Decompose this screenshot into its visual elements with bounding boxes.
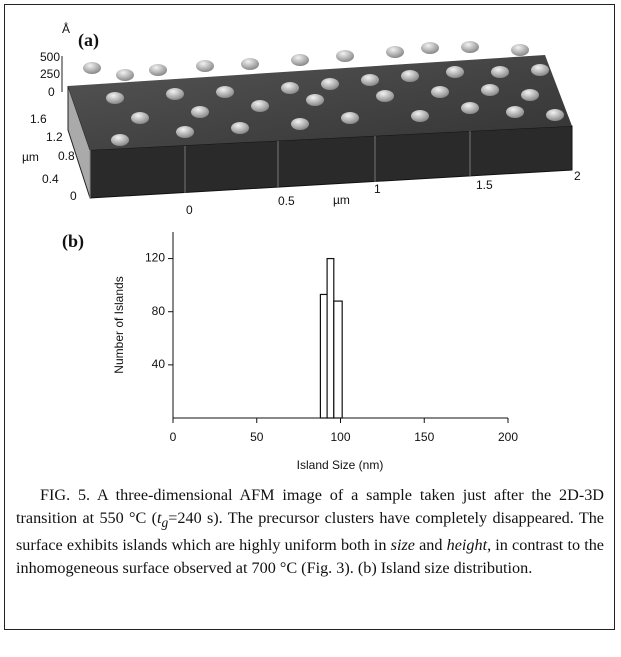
bar xyxy=(326,257,335,419)
caption-text: g xyxy=(161,515,169,531)
island xyxy=(116,69,134,81)
island xyxy=(176,126,194,138)
caption-text: and xyxy=(414,536,447,555)
island xyxy=(166,88,184,100)
panel-label: (b) xyxy=(62,231,84,252)
figure-frame xyxy=(4,4,615,630)
z-tick-label: 0 xyxy=(48,85,55,99)
y-tick-label: 0.8 xyxy=(58,149,75,163)
island xyxy=(546,109,564,121)
island xyxy=(421,42,439,54)
x-tick-label: 0 xyxy=(186,203,193,217)
panel-label: (a) xyxy=(78,30,99,51)
island xyxy=(446,66,464,78)
x-tick-label: 2 xyxy=(574,169,581,183)
island xyxy=(251,100,269,112)
y-tick-label: 0.4 xyxy=(42,172,59,186)
x-tick-label: 200 xyxy=(498,430,518,444)
caption-text: =240 s). The precursor clusters have com… xyxy=(16,509,604,555)
island xyxy=(241,58,259,70)
x-tick-label: 0 xyxy=(170,430,177,444)
island xyxy=(149,64,167,76)
island xyxy=(306,94,324,106)
island xyxy=(106,92,124,104)
y-tick-label: 80 xyxy=(152,304,166,318)
island xyxy=(191,106,209,118)
y-axis-label: µm xyxy=(22,150,39,164)
island xyxy=(281,82,299,94)
island xyxy=(376,90,394,102)
bar xyxy=(333,300,343,419)
island xyxy=(521,89,539,101)
island xyxy=(336,50,354,62)
figure: (a) Å 500 250 0 1.6 1.2 µm 0.8 0.4 0 0 0… xyxy=(22,21,581,472)
x-tick-label: 100 xyxy=(330,430,350,444)
x-tick-label: 0.5 xyxy=(278,194,295,208)
caption-text: FIG. 5. A three-dimensional AFM image of… xyxy=(16,486,604,527)
caption-text: height xyxy=(446,536,488,555)
x-axis-label: µm xyxy=(333,193,350,207)
island xyxy=(83,62,101,74)
island xyxy=(511,44,529,56)
afm-surface xyxy=(61,41,573,199)
island xyxy=(401,70,419,82)
y-tick-label: 0 xyxy=(70,189,77,203)
y-tick-label: 120 xyxy=(145,251,165,265)
y-tick-label: 1.6 xyxy=(30,112,47,126)
island xyxy=(321,78,339,90)
z-tick-label: 250 xyxy=(40,67,60,81)
bar xyxy=(319,293,328,419)
island xyxy=(216,86,234,98)
y-tick-label: 40 xyxy=(152,357,166,371)
x-tick-label: 150 xyxy=(414,430,434,444)
island xyxy=(411,110,429,122)
x-tick-label: 50 xyxy=(250,430,264,444)
island xyxy=(196,60,214,72)
island xyxy=(506,106,524,118)
x-axis-label: Island Size (nm) xyxy=(297,458,384,472)
island xyxy=(461,41,479,53)
z-tick-label: 500 xyxy=(40,50,60,64)
island xyxy=(461,102,479,114)
caption: FIG. 5. A three-dimensional AFM image of… xyxy=(16,484,604,580)
caption-text: t xyxy=(157,509,162,527)
caption-text: , in contrast to the inhomogeneous surfa… xyxy=(16,536,604,578)
y-tick-label: 1.2 xyxy=(46,130,63,144)
island xyxy=(131,112,149,124)
island xyxy=(481,84,499,96)
caption-text: size xyxy=(390,536,415,555)
island xyxy=(291,118,309,130)
island xyxy=(111,134,129,146)
island xyxy=(291,54,309,66)
x-tick-label: 1 xyxy=(374,182,381,196)
island xyxy=(341,112,359,124)
island xyxy=(491,66,509,78)
island xyxy=(431,86,449,98)
island xyxy=(231,122,249,134)
island xyxy=(386,46,404,58)
island xyxy=(361,74,379,86)
island xyxy=(531,64,549,76)
x-tick-label: 1.5 xyxy=(476,178,493,192)
z-unit: Å xyxy=(62,21,70,36)
y-axis-label: Number of Islands xyxy=(112,276,126,373)
